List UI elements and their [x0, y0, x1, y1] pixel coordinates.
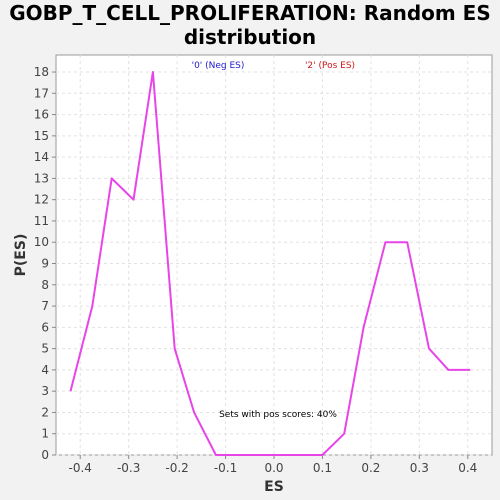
x-tick-label: 0.0 [264, 461, 283, 475]
x-tick-label: -0.2 [165, 461, 188, 475]
y-tick-label: 15 [34, 129, 49, 143]
series-layer [69, 71, 471, 456]
chart-title: GOBP_T_CELL_PROLIFERATION: Random ES dis… [0, 1, 500, 49]
legend-pos-es: '2' (Pos ES) [305, 61, 355, 71]
legend-neg-es: '0' (Neg ES) [192, 61, 245, 71]
x-tick-label: -0.3 [117, 461, 140, 475]
y-tick-label: 12 [34, 193, 49, 207]
y-tick-label: 18 [34, 65, 49, 79]
chart-title-line1: GOBP_T_CELL_PROLIFERATION: Random ES [9, 1, 491, 25]
y-tick-label: 5 [41, 342, 49, 356]
y-tick-label: 4 [41, 363, 49, 377]
y-tick-label: 7 [41, 299, 49, 313]
x-tick-label: 0.4 [458, 461, 477, 475]
y-tick-label: 9 [41, 257, 49, 271]
x-axis-label: ES [264, 479, 284, 495]
x-tick-label: -0.1 [214, 461, 237, 475]
y-axis-label: P(ES) [13, 234, 29, 277]
x-tick-label: -0.4 [69, 461, 92, 475]
y-tick-label: 3 [41, 384, 49, 398]
y-tick-label: 13 [34, 171, 49, 185]
x-tick-label: 0.2 [361, 461, 380, 475]
y-tick-label: 11 [34, 214, 49, 228]
y-tick-label: 16 [34, 108, 49, 122]
chart-title-line2: distribution [183, 25, 317, 49]
y-tick-label: 6 [41, 320, 49, 334]
y-tick-label: 14 [34, 150, 49, 164]
pos-scores-annotation: Sets with pos scores: 40% [219, 410, 337, 420]
y-tick-label: 2 [41, 405, 49, 419]
y-tick-label: 0 [41, 448, 49, 462]
y-tick-label: 1 [41, 427, 49, 441]
y-tick-label: 8 [41, 278, 49, 292]
x-tick-label: 0.1 [313, 461, 332, 475]
y-tick-label: 10 [34, 235, 49, 249]
x-tick-label: 0.3 [410, 461, 429, 475]
grid [56, 55, 492, 456]
y-tick-label: 17 [34, 86, 49, 100]
series-line [69, 71, 471, 456]
